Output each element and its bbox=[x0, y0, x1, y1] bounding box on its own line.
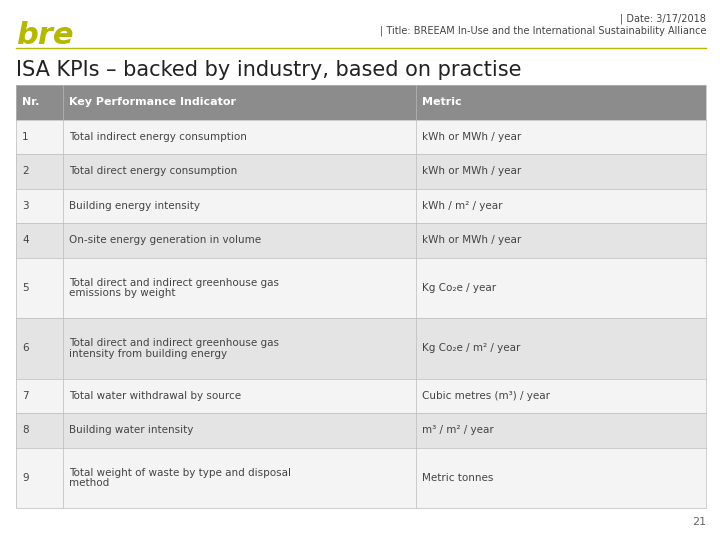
Text: Total weight of waste by type and disposal: Total weight of waste by type and dispos… bbox=[69, 468, 291, 477]
Text: Metric: Metric bbox=[422, 97, 462, 107]
Text: Total direct and indirect greenhouse gas: Total direct and indirect greenhouse gas bbox=[69, 338, 279, 348]
Text: bre: bre bbox=[16, 21, 73, 50]
Bar bbox=[16, 379, 706, 413]
Text: 8: 8 bbox=[22, 426, 29, 435]
Text: Total direct energy consumption: Total direct energy consumption bbox=[69, 166, 237, 177]
Text: 21: 21 bbox=[692, 517, 706, 527]
Bar bbox=[16, 223, 706, 258]
Text: Total water withdrawal by source: Total water withdrawal by source bbox=[69, 391, 241, 401]
Text: On-site energy generation in volume: On-site energy generation in volume bbox=[69, 235, 261, 245]
Text: kWh or MWh / year: kWh or MWh / year bbox=[422, 235, 521, 245]
Text: 2: 2 bbox=[22, 166, 29, 177]
Text: 6: 6 bbox=[22, 343, 29, 353]
Bar bbox=[16, 188, 706, 223]
Bar bbox=[16, 258, 706, 318]
Text: m³ / m² / year: m³ / m² / year bbox=[422, 426, 494, 435]
Text: Kg Co₂e / year: Kg Co₂e / year bbox=[422, 283, 496, 293]
Text: | Title: BREEAM In-Use and the International Sustainability Alliance: | Title: BREEAM In-Use and the Internati… bbox=[379, 25, 706, 36]
Text: Total direct and indirect greenhouse gas: Total direct and indirect greenhouse gas bbox=[69, 278, 279, 288]
Bar bbox=[16, 318, 706, 379]
Text: kWh / m² / year: kWh / m² / year bbox=[422, 201, 503, 211]
Text: ISA KPIs – backed by industry, based on practise: ISA KPIs – backed by industry, based on … bbox=[16, 60, 521, 80]
Text: 1: 1 bbox=[22, 132, 29, 142]
Text: Total indirect energy consumption: Total indirect energy consumption bbox=[69, 132, 247, 142]
Text: 9: 9 bbox=[22, 473, 29, 483]
Text: Key Performance Indicator: Key Performance Indicator bbox=[69, 97, 236, 107]
Text: Kg Co₂e / m² / year: Kg Co₂e / m² / year bbox=[422, 343, 521, 353]
Text: 3: 3 bbox=[22, 201, 29, 211]
Text: 7: 7 bbox=[22, 391, 29, 401]
Bar bbox=[16, 85, 706, 508]
Bar bbox=[16, 413, 706, 448]
Text: | Date: 3/17/2018: | Date: 3/17/2018 bbox=[620, 13, 706, 24]
Text: Metric tonnes: Metric tonnes bbox=[422, 473, 494, 483]
Text: 4: 4 bbox=[22, 235, 29, 245]
Text: emissions by weight: emissions by weight bbox=[69, 288, 176, 298]
Bar bbox=[16, 154, 706, 188]
Bar bbox=[16, 119, 706, 154]
Text: Building water intensity: Building water intensity bbox=[69, 426, 193, 435]
Text: intensity from building energy: intensity from building energy bbox=[69, 348, 227, 359]
Text: kWh or MWh / year: kWh or MWh / year bbox=[422, 132, 521, 142]
Text: Cubic metres (m³) / year: Cubic metres (m³) / year bbox=[422, 391, 550, 401]
Text: kWh or MWh / year: kWh or MWh / year bbox=[422, 166, 521, 177]
Text: Nr.: Nr. bbox=[22, 97, 40, 107]
Bar bbox=[16, 85, 706, 119]
Text: Building energy intensity: Building energy intensity bbox=[69, 201, 200, 211]
Text: 5: 5 bbox=[22, 283, 29, 293]
Text: method: method bbox=[69, 478, 109, 488]
Bar bbox=[16, 448, 706, 508]
